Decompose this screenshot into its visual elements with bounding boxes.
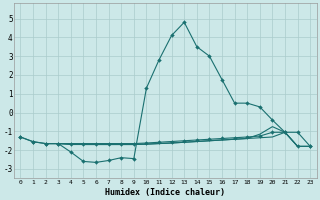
X-axis label: Humidex (Indice chaleur): Humidex (Indice chaleur) — [105, 188, 225, 197]
